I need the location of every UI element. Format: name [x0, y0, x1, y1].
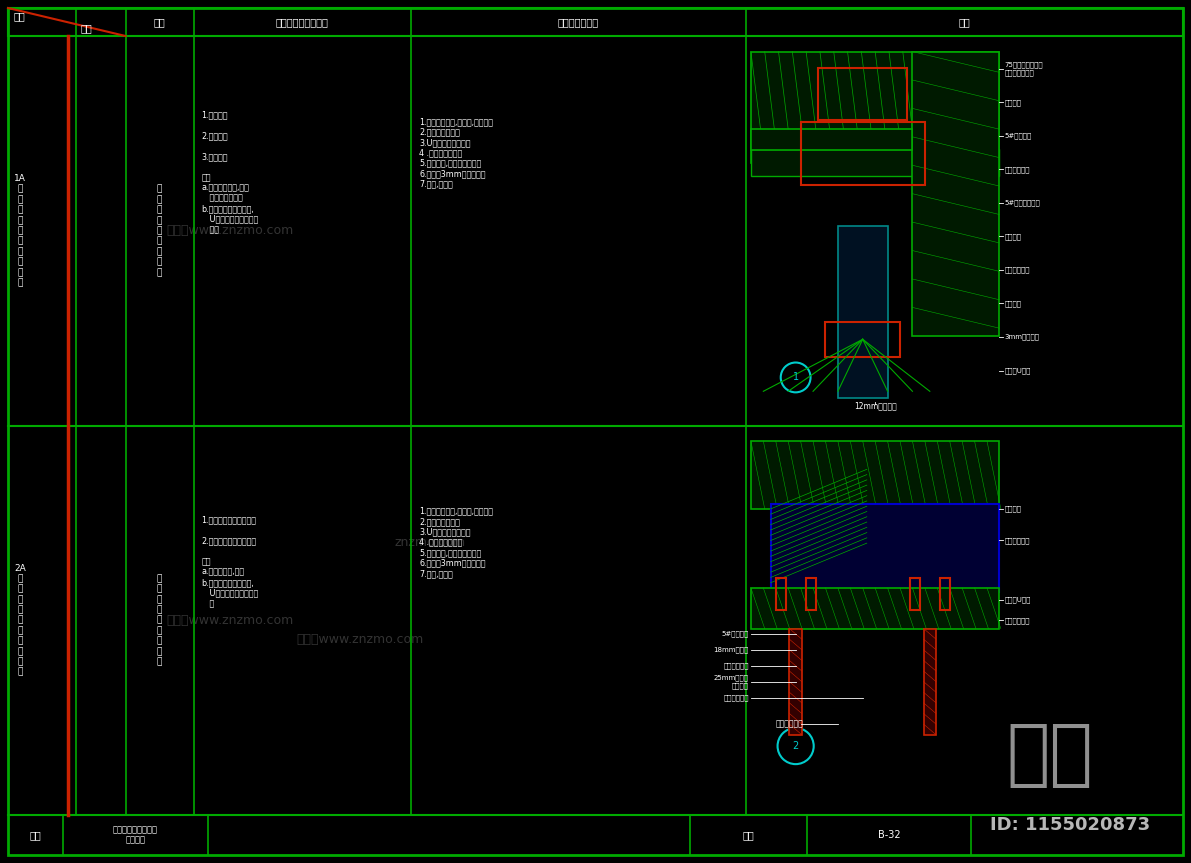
Text: 不锈钢U型槽: 不锈钢U型槽	[1004, 597, 1030, 603]
Text: 18mm多层板: 18mm多层板	[713, 646, 749, 653]
Text: 知未网www.znzmo.com: 知未网www.znzmo.com	[167, 614, 294, 627]
Text: 玻
璃
窗
户
与
墙
面
相
接: 玻 璃 窗 户 与 墙 面 相 接	[157, 574, 162, 666]
Text: ID: 1155020873: ID: 1155020873	[990, 816, 1151, 834]
Bar	[923, 628, 936, 734]
Text: 5#镀锌方管: 5#镀锌方管	[722, 630, 749, 637]
Text: 石材墙面: 石材墙面	[1004, 99, 1022, 106]
Circle shape	[899, 147, 913, 161]
Bar	[940, 578, 949, 610]
Text: 不锈钢干挂件: 不锈钢干挂件	[1004, 167, 1030, 173]
Bar	[750, 129, 912, 150]
Circle shape	[862, 147, 875, 161]
Text: 双层中空玻璃: 双层中空玻璃	[723, 694, 749, 701]
Bar	[805, 578, 816, 610]
Text: 适用部位及注意事项: 适用部位及注意事项	[276, 17, 329, 27]
Text: 双层中空玻璃: 双层中空玻璃	[775, 719, 804, 728]
Circle shape	[781, 362, 811, 393]
Bar	[750, 148, 999, 176]
Circle shape	[818, 147, 833, 161]
Text: 5#镀锌角钢: 5#镀锌角钢	[1004, 133, 1031, 139]
Text: 知未网www.znzmo.com: 知未网www.znzmo.com	[297, 633, 424, 646]
Bar	[818, 68, 908, 120]
Text: 知未网www.znzmo.com: 知未网www.znzmo.com	[167, 224, 294, 237]
Text: 玻璃窗户与墙面相接
工艺做法: 玻璃窗户与墙面相接 工艺做法	[113, 825, 158, 845]
Text: 双层中空玻璃: 双层中空玻璃	[1004, 617, 1030, 624]
Bar	[910, 578, 919, 610]
Bar	[771, 504, 999, 592]
Bar	[790, 628, 802, 734]
Bar	[800, 123, 925, 185]
Text: 透明胶条填充: 透明胶条填充	[1004, 537, 1030, 544]
Circle shape	[859, 91, 867, 98]
Text: 25mm玻璃棉
包防火布: 25mm玻璃棉 包防火布	[713, 675, 749, 689]
Text: 编号: 编号	[14, 11, 26, 21]
Bar	[750, 588, 999, 628]
Text: B-32: B-32	[878, 830, 900, 840]
Text: 不锈钢U型槽: 不锈钢U型槽	[1004, 367, 1030, 374]
Text: 2A
墙
面
相
同
材
质
工
艺
做
法: 2A 墙 面 相 同 材 质 工 艺 做 法	[14, 564, 26, 677]
Text: 类别: 类别	[80, 23, 92, 33]
Text: 12mm钢化玻璃: 12mm钢化玻璃	[854, 402, 897, 411]
Text: 1.玻璃物料选择,无划痕,无损伤。
2.钢床基层预埋。
3.U型槽的得排安装。
4 .弹性胶垫填充。
5.安装玻璃,透明胶条填充。
6.收口处3mm打胶处理。
: 1.玻璃物料选择,无划痕,无损伤。 2.钢床基层预埋。 3.U型槽的得排安装。 …	[419, 507, 493, 578]
Text: 用料及分层做法: 用料及分层做法	[557, 17, 599, 27]
Text: 1.玻璃物料选择,无划痕,无损伤。
2.钢床基层预埋。
3.U型槽的得排安装。
4 .弹性胶垫填充。
5.安装玻璃,透明胶条填充。
6.收口处3mm打胶处理。
: 1.玻璃物料选择,无划痕,无损伤。 2.钢床基层预埋。 3.U型槽的得排安装。 …	[419, 117, 493, 188]
Text: 5#镀锌角钢固定: 5#镀锌角钢固定	[1004, 199, 1040, 206]
Text: 3mm打胶处理: 3mm打胶处理	[1004, 334, 1040, 340]
Text: 1A
墙
面
相
同
材
质
工
艺
做
法: 1A 墙 面 相 同 材 质 工 艺 做 法	[14, 174, 26, 287]
Bar	[8, 8, 1183, 36]
Text: 弹性胶垫: 弹性胶垫	[1004, 506, 1022, 512]
Text: 泡沫填充: 泡沫填充	[1004, 300, 1022, 306]
Bar	[775, 578, 786, 610]
Circle shape	[874, 88, 887, 100]
Text: 简图: 简图	[959, 17, 971, 27]
Bar	[838, 226, 887, 398]
Circle shape	[838, 88, 852, 100]
Text: 1: 1	[792, 373, 799, 382]
Text: 2: 2	[792, 741, 799, 751]
Text: 知末: 知末	[1006, 721, 1093, 790]
Circle shape	[778, 728, 813, 764]
Bar	[825, 322, 900, 356]
Text: 1.有声学要求的玻璃窗户

2.有声学要求的玻璃隔断

注：
a.玻璃的选材,厚度
b.玻璃高度及受力不同,
   U型槽的深度要求也不
   同: 1.有声学要求的玻璃窗户 2.有声学要求的玻璃隔断 注： a.玻璃的选材,厚度 …	[201, 516, 258, 608]
Text: 防火防潮三度: 防火防潮三度	[723, 662, 749, 669]
Bar	[750, 441, 999, 509]
Text: 图名: 图名	[30, 830, 42, 840]
Text: 玻
璃
窗
户
与
墙
面
相
接: 玻 璃 窗 户 与 墙 面 相 接	[157, 185, 162, 277]
Text: 75系轻钢龙骨内置
防火布包覆音棉: 75系轻钢龙骨内置 防火布包覆音棉	[1004, 62, 1043, 76]
Text: znzmo.com: znzmo.com	[394, 536, 466, 549]
Text: 页次: 页次	[742, 830, 754, 840]
Text: 1.玻璃窗户

2.粘贴垫垫

3.玻璃隔断

注：
a.不同使用铝合,玻璃
   的选材不一样。
b.玻璃高度及受力不同,
   U型槽的深度要求也不
   : 1.玻璃窗户 2.粘贴垫垫 3.玻璃隔断 注： a.不同使用铝合,玻璃 的选材不…	[201, 110, 258, 234]
Text: 透明胶条填充: 透明胶条填充	[1004, 267, 1030, 274]
Text: 名称: 名称	[154, 17, 166, 27]
Text: 弹性胶垫: 弹性胶垫	[1004, 233, 1022, 240]
Bar	[750, 52, 999, 162]
Bar	[912, 52, 999, 336]
